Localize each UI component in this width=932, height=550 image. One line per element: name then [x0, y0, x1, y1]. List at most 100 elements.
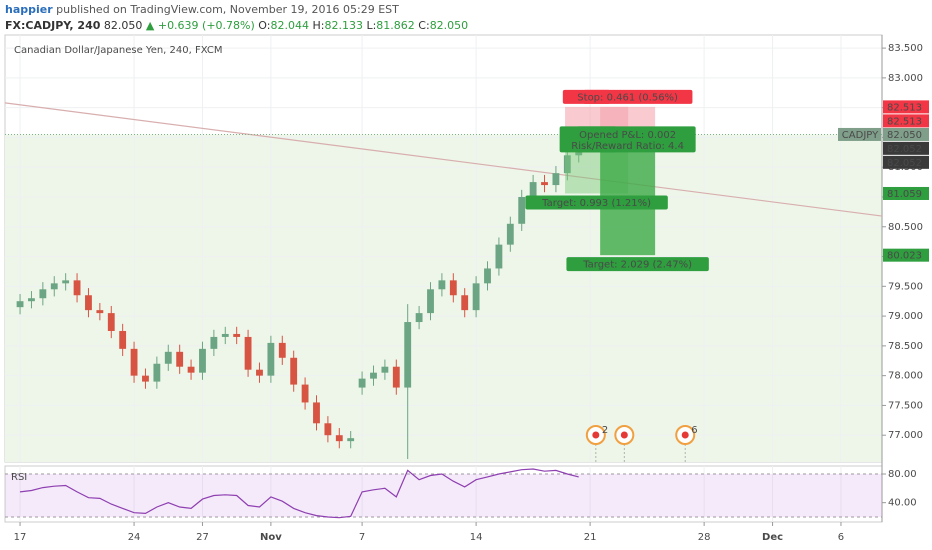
candle-body: [518, 196, 526, 224]
y-tick-label: 78.500: [888, 341, 923, 352]
candle-body: [324, 423, 332, 436]
trendline: [4, 102, 883, 217]
rsi-title: RSI: [11, 472, 27, 483]
symbol-tag: [838, 127, 881, 141]
event-dot: [681, 431, 689, 439]
candle-body: [96, 310, 104, 314]
event-dot: [620, 431, 628, 439]
candle-body: [278, 342, 286, 358]
candle-body: [301, 384, 309, 403]
price-tag: [883, 155, 929, 169]
price-tag: [883, 186, 929, 200]
rsi-tick-label: 80.00: [888, 469, 917, 480]
price-tag: [883, 141, 929, 155]
pnl-box: [559, 126, 696, 153]
candle-body: [50, 283, 58, 290]
symbol: FX:CADJPY, 240: [5, 19, 101, 32]
x-tick-label: 6: [838, 532, 844, 543]
candle-body: [164, 351, 172, 364]
y-tick-label: 83.500: [888, 43, 923, 54]
change: ▲ +0.639 (+0.78%): [146, 19, 255, 32]
y-tick-label: 79.500: [888, 281, 923, 292]
label-box: [525, 195, 668, 210]
candle-body: [358, 378, 366, 388]
candle-body: [107, 313, 115, 331]
candle-body: [529, 182, 537, 197]
x-tick-label: 21: [584, 532, 597, 543]
price-tag: [883, 114, 929, 128]
candle-body: [427, 289, 434, 314]
price-tag: [883, 248, 929, 262]
symbol-tag-label: CADJPY: [842, 130, 879, 141]
high-label: H:: [312, 19, 324, 32]
candle-body: [142, 375, 149, 382]
label-text: Risk/Reward Ratio: 4.4: [571, 141, 684, 152]
price-tag-label: 82.050: [887, 130, 922, 141]
rsi-line: [19, 468, 579, 519]
candle-body: [233, 333, 241, 337]
candle-body: [290, 357, 298, 385]
chart-title: Canadian Dollar/Japanese Yen, 240, FXCM: [14, 45, 222, 56]
candle-body: [85, 295, 92, 311]
event-count: 6: [691, 425, 697, 436]
candle-body: [552, 173, 560, 186]
label-text: Stop: 0.461 (0.56%): [577, 92, 678, 103]
candle-body: [506, 223, 514, 245]
candle-body: [484, 268, 491, 284]
target-zone: [600, 134, 656, 256]
x-tick-label: 27: [196, 532, 209, 543]
candle-body: [16, 301, 24, 308]
label-box: [566, 257, 709, 272]
candle-body: [381, 366, 389, 373]
label-text: Target: 0.993 (1.21%): [541, 198, 651, 209]
candle-body: [62, 280, 70, 284]
candle-body: [73, 280, 81, 296]
close: 82.050: [430, 19, 469, 32]
label-box: [562, 89, 693, 104]
candle-body: [347, 438, 355, 442]
price-tag-label: 81.059: [887, 189, 922, 200]
candle-body: [449, 280, 457, 296]
label-text: Target: 2.029 (2.47%): [582, 260, 692, 271]
x-tick-label: 7: [359, 532, 365, 543]
candle-body: [404, 322, 412, 388]
candle-body: [370, 372, 377, 379]
candle-body: [176, 351, 184, 367]
close-label: C:: [418, 19, 429, 32]
event-dot: [592, 431, 600, 439]
author: happier: [5, 3, 53, 16]
y-tick-label: 83.000: [888, 73, 923, 84]
open: 82.044: [270, 19, 309, 32]
price-tag-label: 80.023: [887, 251, 922, 262]
candle-body: [335, 435, 343, 442]
label-text: Opened P&L: 0.002: [579, 130, 676, 141]
price-tag: [883, 127, 929, 141]
candle-body: [495, 244, 503, 269]
y-tick-label: 80.500: [888, 222, 923, 233]
rsi-tick-label: 40.00: [888, 498, 917, 509]
candle-body: [153, 363, 161, 382]
candle-body: [392, 366, 400, 388]
candle-body: [39, 289, 47, 299]
x-tick-label: 28: [698, 532, 711, 543]
candle-body: [472, 283, 480, 311]
x-tick-label: 24: [128, 532, 141, 543]
candle-body: [130, 348, 138, 376]
low-label: L:: [366, 19, 376, 32]
candle-body: [119, 330, 127, 349]
candle-body: [313, 402, 320, 424]
candle-body: [221, 333, 229, 337]
candle-body: [461, 295, 469, 311]
high: 82.133: [324, 19, 363, 32]
price-tag-label: 82.052: [887, 158, 922, 169]
x-tick-label: Dec: [762, 532, 783, 543]
candle-body: [28, 298, 35, 302]
y-tick-label: 77.500: [888, 400, 923, 411]
x-tick-label: 14: [470, 532, 483, 543]
candle-body: [256, 369, 263, 376]
candle-body: [415, 313, 423, 323]
header: happier published on TradingView.com, No…: [5, 3, 399, 16]
candle-body: [199, 348, 206, 373]
published: published on TradingView.com, November 1…: [56, 3, 399, 16]
